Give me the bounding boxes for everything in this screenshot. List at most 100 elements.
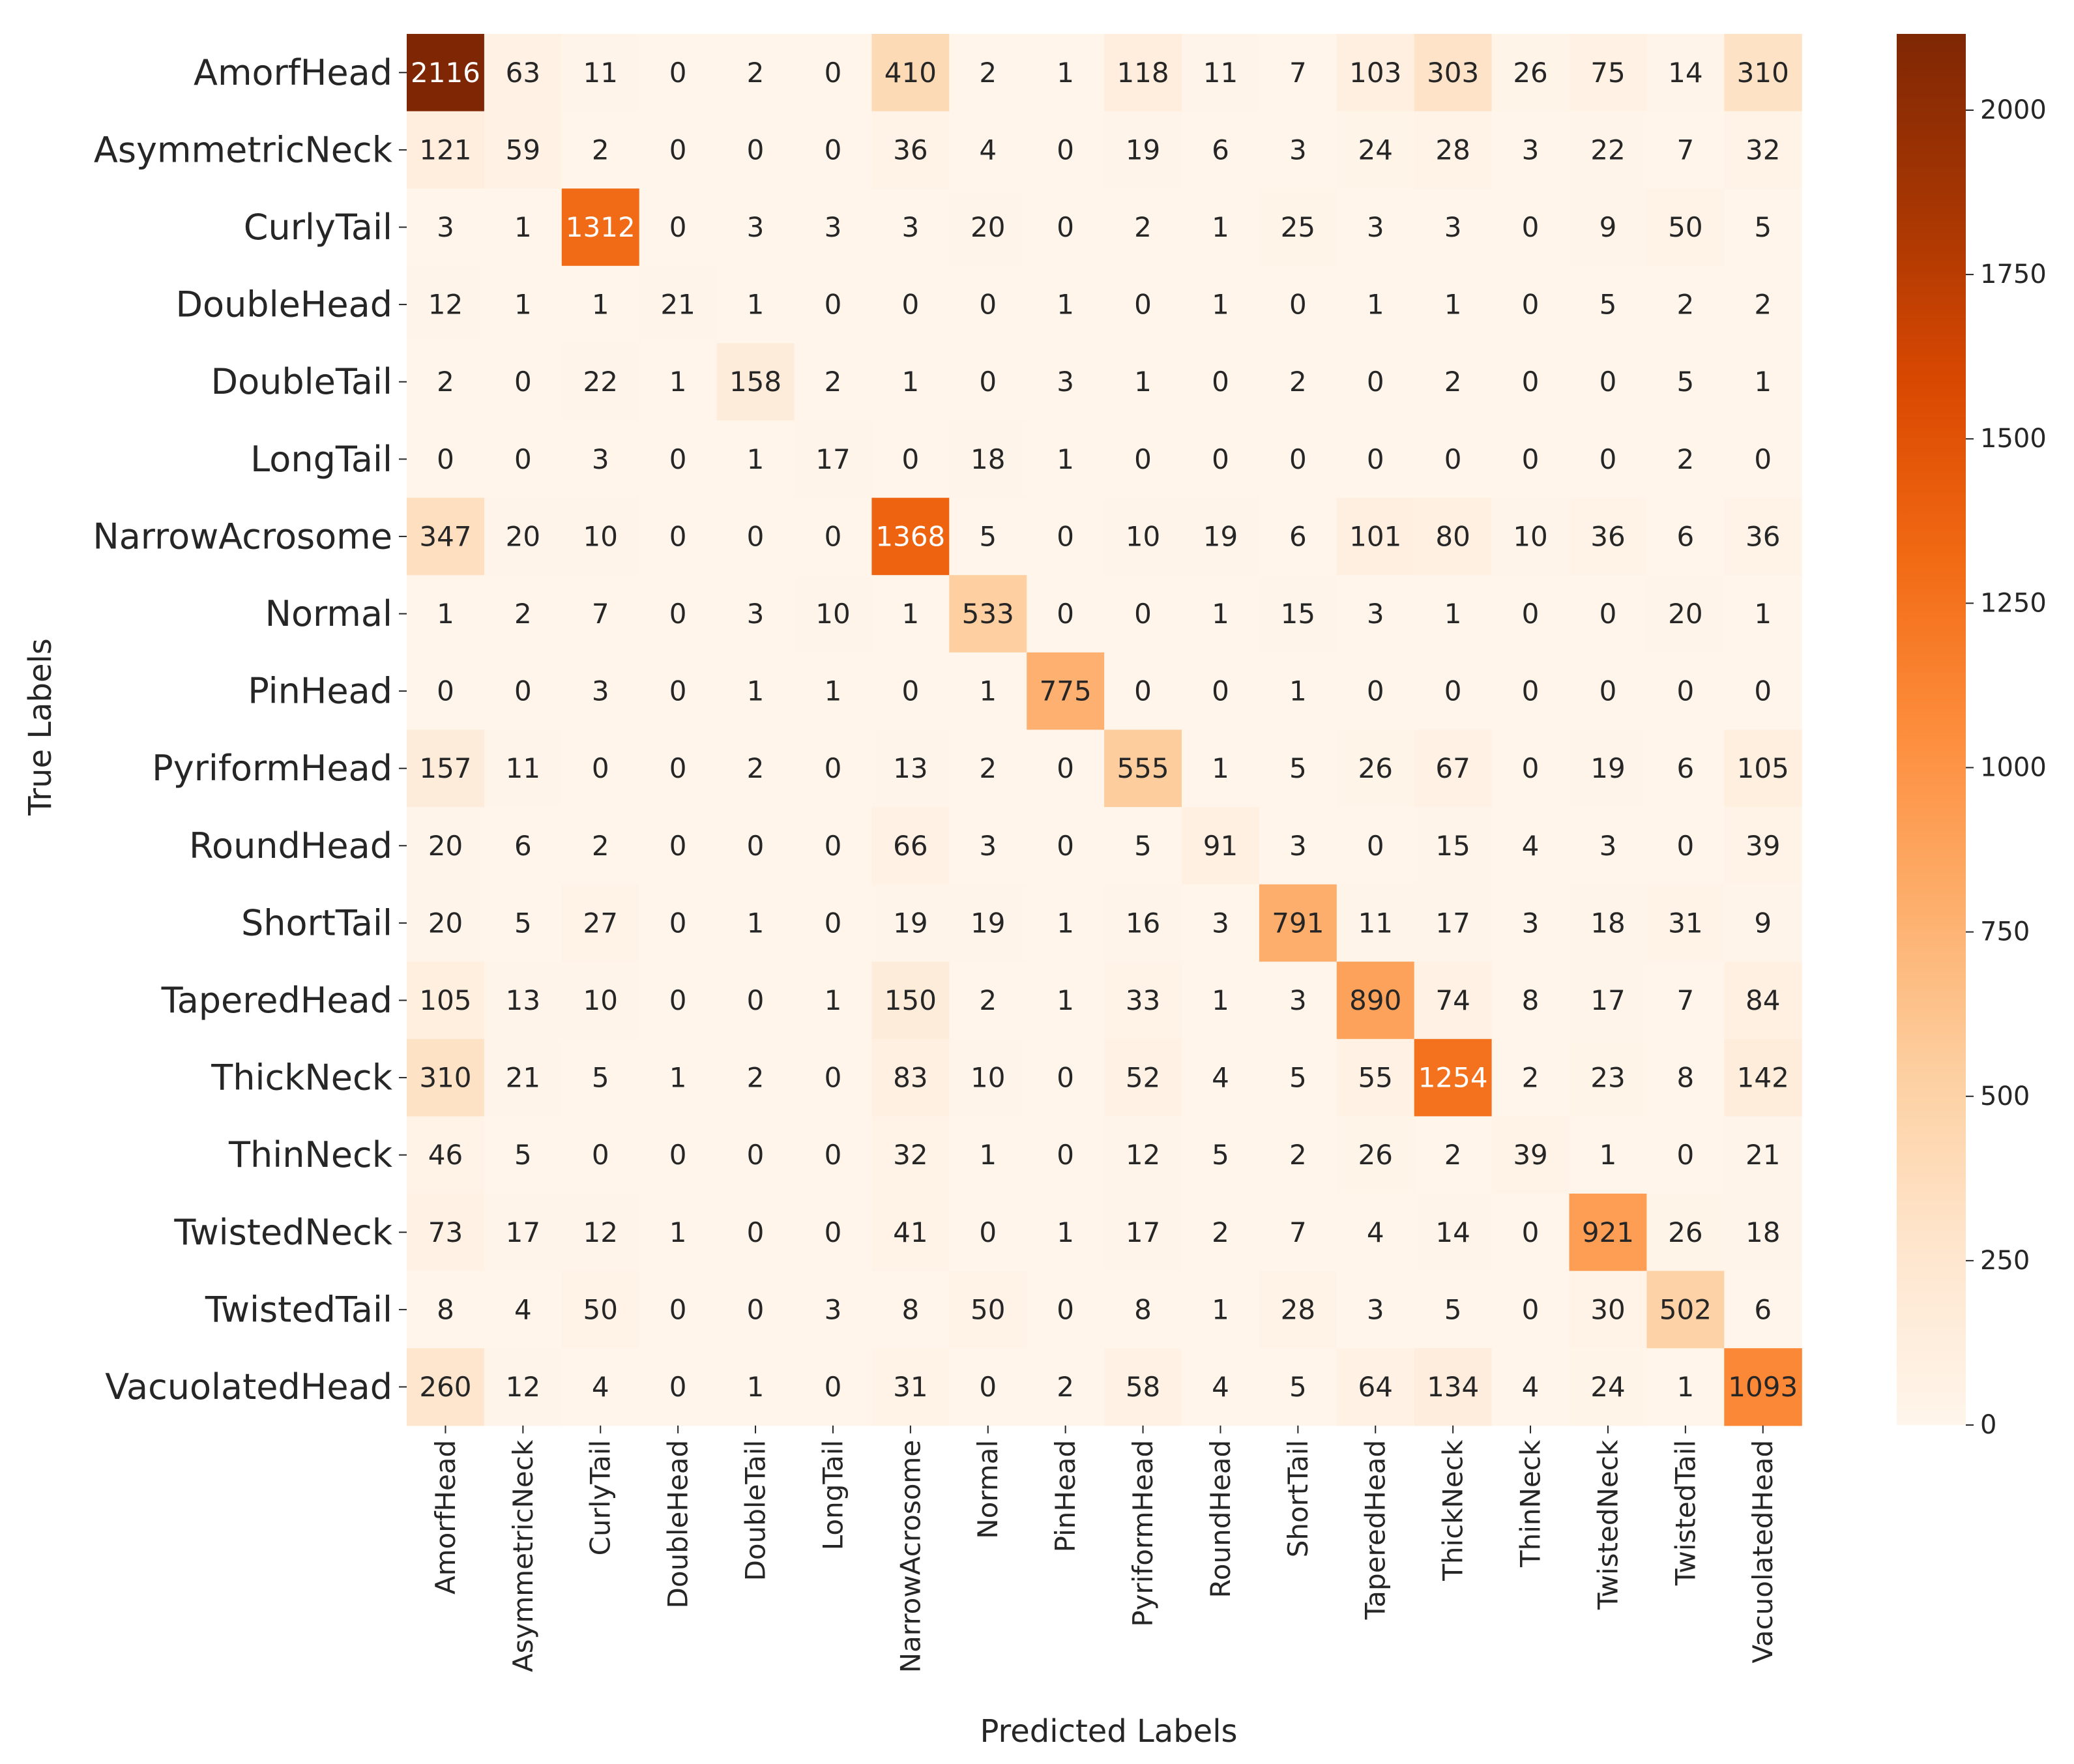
cell-value-label: 67 bbox=[1435, 752, 1470, 784]
heatmap-cell bbox=[871, 497, 950, 576]
heatmap-cell bbox=[871, 575, 950, 653]
cell-value-label: 1 bbox=[1057, 1216, 1074, 1248]
cell-value-label: 1 bbox=[1212, 984, 1229, 1016]
heatmap-cell bbox=[561, 1116, 640, 1194]
heatmap-cell bbox=[1724, 962, 1802, 1040]
cell-value-label: 1 bbox=[1057, 984, 1074, 1016]
heatmap-cell bbox=[1027, 111, 1105, 189]
heatmap-cell bbox=[1104, 497, 1182, 576]
cell-value-label: 11 bbox=[1358, 907, 1393, 939]
x-axis-ticks: AmorfHead AsymmetricNeck CurlyTail DoubleHe… bbox=[430, 1425, 1779, 1673]
cell-value-label: 0 bbox=[669, 1371, 687, 1403]
heatmap-cell bbox=[1414, 1194, 1493, 1272]
x-tick-label: TaperedHead bbox=[1360, 1440, 1392, 1621]
heatmap-cell bbox=[1569, 884, 1647, 962]
cell-value-label: 0 bbox=[825, 289, 842, 321]
cell-value-label: 260 bbox=[419, 1371, 471, 1403]
heatmap-cell bbox=[639, 343, 718, 421]
heatmap-cell bbox=[1724, 1194, 1802, 1272]
cell-value-label: 0 bbox=[514, 675, 532, 707]
heatmap-cell bbox=[949, 420, 1027, 499]
cell-value-label: 0 bbox=[1522, 211, 1540, 243]
heatmap-cell bbox=[407, 652, 485, 730]
heatmap-cell bbox=[1182, 729, 1260, 808]
cell-value-label: 26 bbox=[1513, 57, 1547, 89]
cell-value-label: 21 bbox=[506, 1062, 540, 1094]
heatmap-cell bbox=[1569, 1038, 1647, 1117]
cell-value-label: 2 bbox=[747, 752, 765, 784]
heatmap-cell bbox=[639, 188, 718, 267]
cell-value-label: 0 bbox=[669, 598, 687, 630]
heatmap-cell bbox=[1724, 111, 1802, 189]
cell-value-label: 0 bbox=[1212, 675, 1229, 707]
heatmap-cell bbox=[1336, 729, 1415, 808]
heatmap-cell bbox=[639, 962, 718, 1040]
heatmap-cell bbox=[1027, 420, 1105, 499]
cell-value-label: 0 bbox=[1676, 830, 1694, 862]
heatmap-cell bbox=[1336, 343, 1415, 421]
heatmap-cell bbox=[639, 497, 718, 576]
cell-value-label: 1 bbox=[514, 211, 532, 243]
cell-value-label: 1 bbox=[979, 675, 997, 707]
cell-value-label: 12 bbox=[1126, 1139, 1160, 1171]
heatmap-cell bbox=[1491, 807, 1570, 885]
heatmap-cell bbox=[1104, 34, 1182, 112]
cell-value-label: 1 bbox=[669, 1062, 687, 1094]
heatmap-cell bbox=[716, 497, 795, 576]
heatmap-cell bbox=[1646, 1348, 1725, 1426]
heatmap-cell bbox=[1491, 111, 1570, 189]
cell-value-label: 4 bbox=[1367, 1216, 1384, 1248]
cell-value-label: 10 bbox=[583, 984, 618, 1016]
cell-value-label: 7 bbox=[1676, 984, 1694, 1016]
cell-value-label: 83 bbox=[893, 1062, 927, 1094]
heatmap-cell bbox=[871, 962, 950, 1040]
cell-value-label: 4 bbox=[1212, 1062, 1229, 1094]
heatmap-cell bbox=[716, 1116, 795, 1194]
heatmap-cell bbox=[794, 807, 872, 885]
cell-value-label: 0 bbox=[1522, 675, 1540, 707]
heatmap-cell bbox=[1336, 497, 1415, 576]
cell-value-label: 2116 bbox=[411, 57, 480, 89]
cell-value-label: 0 bbox=[1057, 211, 1074, 243]
heatmap-cell bbox=[1182, 1038, 1260, 1117]
cell-value-label: 0 bbox=[1522, 366, 1540, 398]
cell-value-label: 8 bbox=[437, 1293, 454, 1325]
cell-value-label: 59 bbox=[506, 134, 540, 166]
heatmap-cell bbox=[794, 1116, 872, 1194]
heatmap-cell bbox=[716, 1348, 795, 1426]
heatmap-cell bbox=[794, 575, 872, 653]
cell-value-labels: 2116 63 11 0 2 0 410 2 1 118 11 7 103 303 26 75 14 310121… bbox=[411, 57, 1798, 1403]
cell-value-label: 26 bbox=[1358, 1139, 1393, 1171]
cell-value-label: 2 bbox=[1289, 1139, 1307, 1171]
cell-value-label: 50 bbox=[1668, 211, 1702, 243]
y-tick-label: PyriformHead bbox=[152, 748, 392, 789]
cell-value-label: 0 bbox=[825, 57, 842, 89]
y-tick-label: TwistedTail bbox=[205, 1289, 392, 1330]
cell-value-label: 4 bbox=[514, 1293, 532, 1325]
cell-value-label: 3 bbox=[901, 211, 919, 243]
heatmap-cell bbox=[949, 188, 1027, 267]
cell-value-label: 0 bbox=[669, 830, 687, 862]
heatmap-cell bbox=[1414, 343, 1493, 421]
cell-value-label: 17 bbox=[1126, 1216, 1160, 1248]
cell-value-label: 0 bbox=[1057, 1062, 1074, 1094]
heatmap-cell bbox=[1724, 497, 1802, 576]
cell-value-label: 0 bbox=[592, 1139, 609, 1171]
cell-value-label: 0 bbox=[747, 1139, 765, 1171]
heatmap-cell bbox=[794, 1271, 872, 1349]
heatmap-cell bbox=[871, 188, 950, 267]
cell-value-label: 23 bbox=[1590, 1062, 1625, 1094]
heatmap-cell bbox=[1182, 188, 1260, 267]
heatmap-cell bbox=[407, 265, 485, 344]
heatmap-cell bbox=[949, 729, 1027, 808]
cell-value-label: 39 bbox=[1745, 830, 1780, 862]
y-tick-label: DoubleTail bbox=[211, 361, 393, 402]
y-axis-ticks: AmorfHead AsymmetricNeck CurlyTail DoubleHe… bbox=[93, 52, 407, 1407]
heatmap-cell bbox=[1569, 1348, 1647, 1426]
heatmap-cell bbox=[484, 884, 562, 962]
cell-value-label: 26 bbox=[1668, 1216, 1702, 1248]
heatmap-cell bbox=[871, 1271, 950, 1349]
cell-value-label: 31 bbox=[893, 1371, 927, 1403]
heatmap-cell bbox=[484, 343, 562, 421]
cell-value-label: 19 bbox=[1126, 134, 1160, 166]
